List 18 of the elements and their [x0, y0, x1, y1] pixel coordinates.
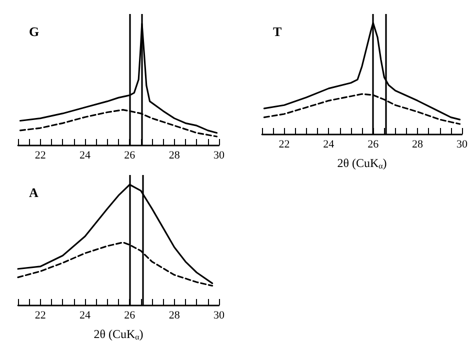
- x-tick-label: 22: [34, 310, 46, 322]
- chart-title: T: [273, 24, 282, 39]
- x-tick-label: 28: [412, 138, 424, 150]
- x-tick-label: 30: [214, 310, 225, 322]
- x-tick-label: 22: [34, 150, 46, 162]
- x-tick-label: 30: [214, 150, 225, 162]
- chart-title: A: [29, 185, 39, 200]
- x-tick-label: 30: [456, 138, 468, 150]
- x-tick-label: 22: [278, 138, 290, 150]
- x-tick-label: 28: [168, 310, 180, 322]
- x-tick-label: 26: [124, 150, 136, 162]
- x-tick-label: 26: [368, 138, 380, 150]
- x-tick-label: 24: [80, 310, 91, 322]
- x-tick-label: 26: [124, 310, 136, 322]
- x-tick-label: 28: [168, 150, 180, 162]
- chart-title: G: [29, 24, 40, 39]
- x-tick-label: 24: [323, 138, 335, 150]
- x-tick-label: 24: [80, 150, 91, 162]
